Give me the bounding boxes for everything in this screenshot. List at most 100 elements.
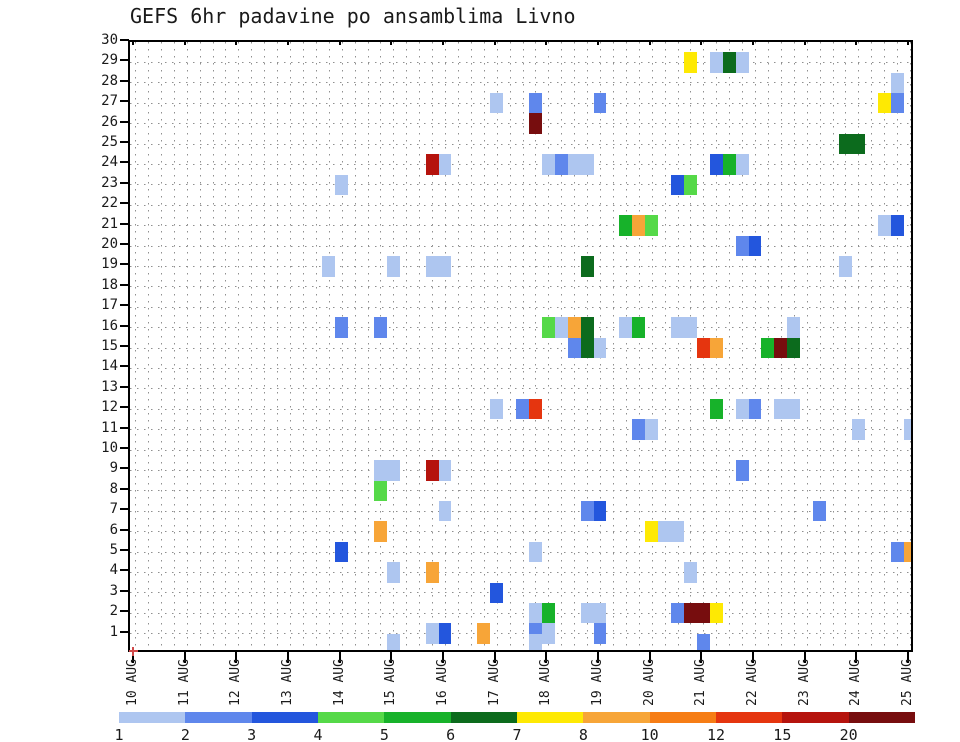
grid-cell — [645, 215, 659, 236]
gridline-v — [380, 42, 382, 650]
gridline-v — [341, 42, 343, 650]
x-axis-tick — [855, 650, 858, 663]
grid-cell — [477, 623, 491, 644]
grid-cell — [683, 174, 697, 195]
x-axis-tick-top — [648, 40, 651, 45]
grid-cell — [593, 603, 607, 624]
y-axis-label: 16 — [101, 317, 118, 334]
gridline-v — [419, 42, 421, 650]
x-axis-tick-top — [390, 40, 393, 45]
y-axis-tick — [120, 181, 129, 184]
gridline-v — [135, 42, 136, 650]
gridline-v — [277, 42, 279, 650]
grid-cell — [735, 235, 749, 257]
x-axis-tick-top — [855, 40, 858, 45]
grid-cell — [683, 603, 697, 624]
grid-cell — [593, 337, 607, 359]
x-axis-label: 10 AUG — [125, 659, 140, 706]
x-axis-tick — [132, 650, 134, 663]
colorbar — [119, 712, 915, 723]
grid-cell — [541, 603, 555, 624]
gridline-v — [638, 42, 640, 650]
x-axis-label: 12 AUG — [228, 659, 244, 706]
grid-cell — [683, 562, 697, 583]
x-axis-label: 17 AUG — [486, 659, 502, 706]
gridline-h — [130, 184, 911, 186]
grid-cell — [632, 215, 646, 236]
grid-cell — [658, 521, 672, 542]
grid-cell — [851, 133, 865, 155]
colorbar-label: 5 — [379, 726, 389, 742]
y-axis-label: 6 — [109, 521, 118, 538]
x-axis-label: 13 AUG — [280, 659, 295, 706]
gridline-v — [845, 42, 847, 650]
grid-cell — [580, 154, 594, 175]
gridline-v — [225, 42, 227, 650]
grid-cell — [373, 480, 387, 501]
y-axis-tick — [120, 141, 129, 143]
grid-cell — [541, 154, 555, 175]
y-axis-label: 15 — [101, 338, 118, 354]
grid-cell — [761, 337, 775, 359]
x-axis-tick — [338, 650, 341, 663]
x-axis-tick — [648, 650, 651, 663]
x-axis-tick — [287, 650, 289, 663]
gridline-v — [432, 42, 434, 650]
y-axis-label: 8 — [109, 480, 118, 497]
gridline-h — [130, 612, 911, 614]
y-axis-tick — [120, 202, 129, 205]
y-axis-label: 30 — [101, 32, 118, 48]
grid-cell — [787, 399, 801, 420]
gridline-v — [910, 42, 911, 650]
grid-cell — [645, 419, 659, 440]
x-axis-tick — [700, 650, 703, 663]
y-axis-label: 9 — [109, 460, 118, 477]
y-axis-tick — [120, 161, 129, 164]
gridline-h — [130, 551, 911, 553]
gridline-h — [130, 531, 911, 533]
x-axis-tick-top — [183, 40, 186, 45]
colorbar-segment — [715, 712, 783, 723]
grid-cell — [709, 337, 723, 359]
grid-cell — [696, 603, 710, 624]
grid-cell — [580, 256, 594, 277]
x-axis-tick-top — [700, 40, 703, 45]
gridline-h — [130, 469, 911, 471]
gridline-v — [483, 42, 485, 650]
x-axis-tick-top — [442, 40, 445, 45]
y-axis-tick — [120, 345, 129, 347]
colorbar-segment — [583, 712, 650, 723]
grid-cell — [528, 603, 542, 624]
x-axis-tick — [545, 650, 548, 663]
gridline-v — [897, 42, 899, 650]
y-axis-tick — [120, 508, 129, 511]
x-axis-tick — [752, 650, 755, 663]
grid-cell — [554, 154, 568, 175]
colorbar-label: 3 — [247, 726, 257, 742]
y-axis-label: 18 — [101, 276, 118, 293]
grid-cell — [671, 521, 684, 542]
colorbar-segment — [649, 712, 716, 723]
grid-cell — [709, 399, 723, 420]
y-axis-tick — [120, 120, 129, 123]
gridline-h — [130, 143, 911, 145]
y-axis-tick — [120, 283, 129, 286]
grid-cell — [890, 72, 904, 93]
grid-cell — [335, 174, 349, 195]
colorbar-label: 15 — [773, 726, 792, 742]
grid-cell — [696, 633, 710, 650]
gridline-h — [130, 367, 911, 369]
chart-title: GEFS 6hr padavine po ansamblima Livno — [130, 4, 576, 28]
grid-cell — [890, 215, 904, 236]
y-axis-tick — [120, 528, 129, 531]
y-axis-tick — [120, 426, 129, 429]
gridline-v — [354, 42, 356, 650]
grid-cell — [722, 52, 736, 73]
colorbar-segment — [251, 712, 318, 723]
gridline-v — [302, 42, 304, 650]
gridline-v — [199, 42, 201, 650]
colorbar-segment — [848, 712, 915, 723]
y-axis-label: 7 — [109, 501, 118, 518]
y-axis-tick — [120, 549, 129, 551]
x-axis-label: 21 AUG — [693, 659, 709, 706]
